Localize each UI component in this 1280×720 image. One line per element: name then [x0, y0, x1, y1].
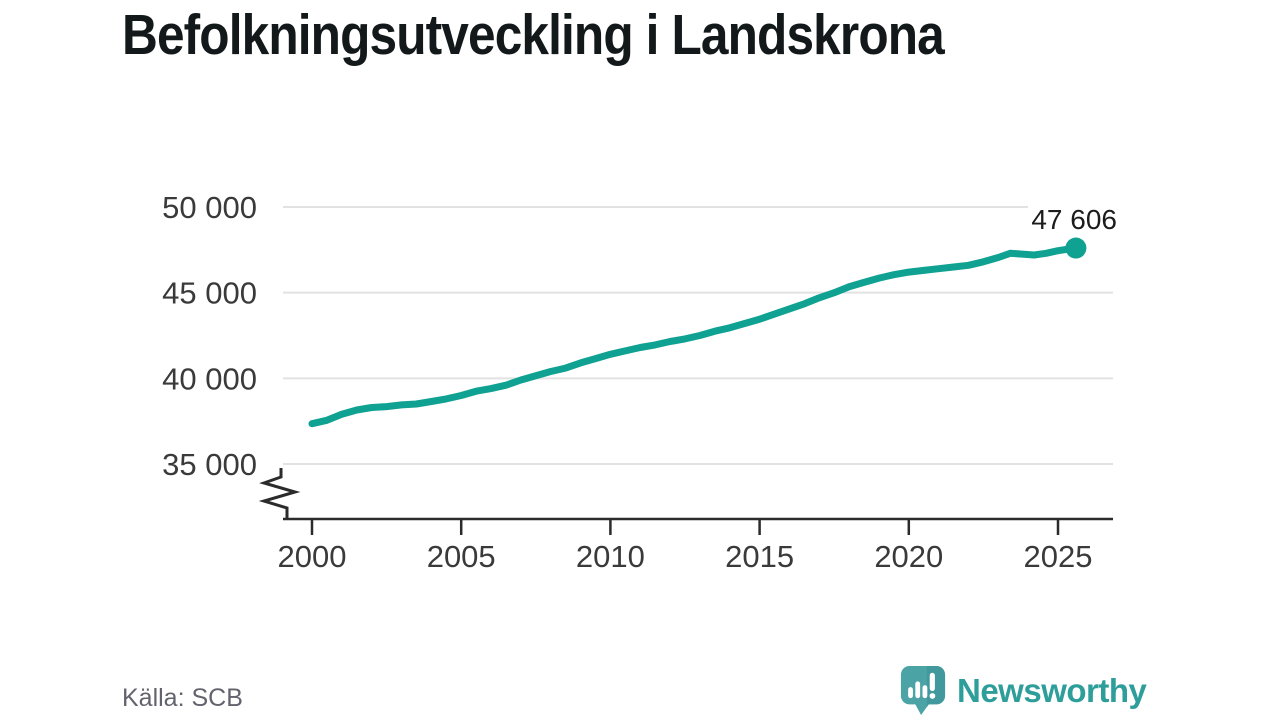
- x-axis-tick-label: 2005: [427, 539, 496, 574]
- newsworthy-speech-bubble-chart-icon: [900, 666, 946, 715]
- x-axis-tick-label: 2025: [1024, 539, 1093, 574]
- y-axis-tick-label: 35 000: [162, 447, 257, 482]
- y-axis-tick-label: 45 000: [162, 276, 257, 311]
- population-line-series: [308, 244, 1080, 428]
- chart-title: Befolkningsutveckling i Landskrona: [122, 3, 945, 67]
- icon-bars-and-exclamation: [908, 672, 936, 699]
- y-axis-tick-label: 50 000: [162, 190, 257, 225]
- x-axis-tick-label: 2010: [576, 539, 645, 574]
- end-point-marker: [1065, 237, 1087, 259]
- newsworthy-logo: Newsworthy: [899, 664, 1147, 717]
- axis-break-icon: [258, 468, 301, 519]
- x-axis-tick-label: 2015: [725, 539, 794, 574]
- end-value-label: 47 606: [1028, 204, 1120, 236]
- x-axis-tick-label: 2000: [278, 539, 347, 574]
- y-axis-tick-label: 40 000: [162, 361, 257, 396]
- x-axis-tick-label: 2020: [874, 539, 943, 574]
- brand-wordmark: Newsworthy: [957, 671, 1147, 709]
- source-label: Källa: SCB: [122, 684, 243, 712]
